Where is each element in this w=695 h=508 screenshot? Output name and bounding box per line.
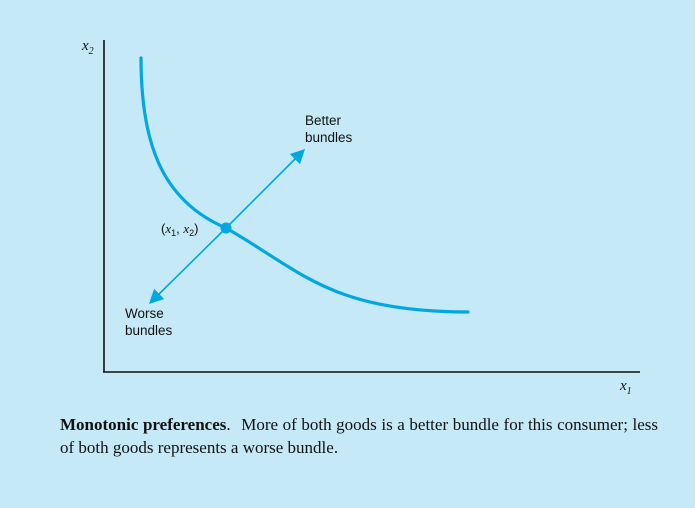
better-bundles-label-line2: bundles <box>305 130 353 145</box>
y-axis-label: x2 <box>81 38 94 57</box>
better-bundles-arrow <box>225 148 306 229</box>
worse-bundles-label-line2: bundles <box>125 323 173 338</box>
point-label: (x1, x2) <box>161 221 199 238</box>
worse-bundles-label-line1: Worse <box>125 306 164 321</box>
indifference-curve <box>139 56 470 314</box>
better-bundles-label-line1: Better <box>305 113 342 128</box>
caption-title: Monotonic preferences. <box>60 415 231 434</box>
caption-text: More of both goods is a better bundle fo… <box>60 415 659 457</box>
worse-bundles-arrow <box>148 227 227 305</box>
x-axis-label: x1 <box>619 378 632 397</box>
bundle-point <box>220 222 232 234</box>
figure-caption: Monotonic preferences. More of both good… <box>60 413 658 459</box>
indifference-diagram: x2 x1 Better bundles Worse bundles (x1, … <box>81 38 640 397</box>
